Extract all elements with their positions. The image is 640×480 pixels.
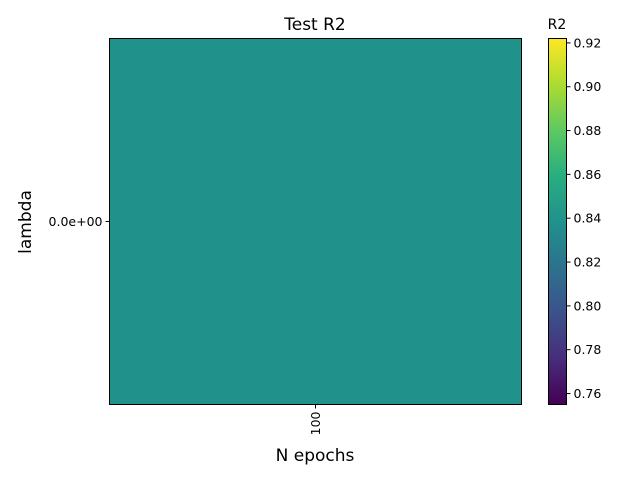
colorbar-gradient	[548, 38, 567, 405]
y-axis-label: lambda	[16, 190, 36, 254]
chart-title: Test R2	[283, 15, 346, 35]
x-axis-label: N epochs	[276, 446, 355, 466]
colorbar-tick-label: 0.90	[574, 79, 602, 94]
colorbar-tick-label: 0.78	[574, 342, 602, 357]
x-tick-label: 100	[308, 411, 323, 435]
colorbar: R2 0.76 0.78 0.80 0.82 0.84 0.86 0.88 0.90 0.92	[548, 17, 602, 405]
colorbar-tick-label: 0.76	[574, 386, 602, 401]
colorbar-tick-label: 0.84	[574, 211, 602, 226]
x-ticks: 100	[308, 404, 323, 435]
colorbar-tick-label: 0.82	[574, 255, 602, 270]
colorbar-label: R2	[548, 17, 567, 33]
colorbar-tick-label: 0.92	[574, 35, 602, 50]
colorbar-ticks: 0.76 0.78 0.80 0.82 0.84 0.86 0.88 0.90 0.92	[566, 35, 602, 401]
y-tick-label: 0.0e+00	[49, 214, 103, 229]
colorbar-tick-label: 0.86	[574, 167, 602, 182]
colorbar-tick-label: 0.80	[574, 298, 602, 313]
y-ticks: 0.0e+00	[49, 214, 110, 229]
colorbar-tick-label: 0.88	[574, 123, 602, 138]
heatmap-cells	[109, 38, 522, 405]
heatmap-cell	[109, 38, 522, 405]
